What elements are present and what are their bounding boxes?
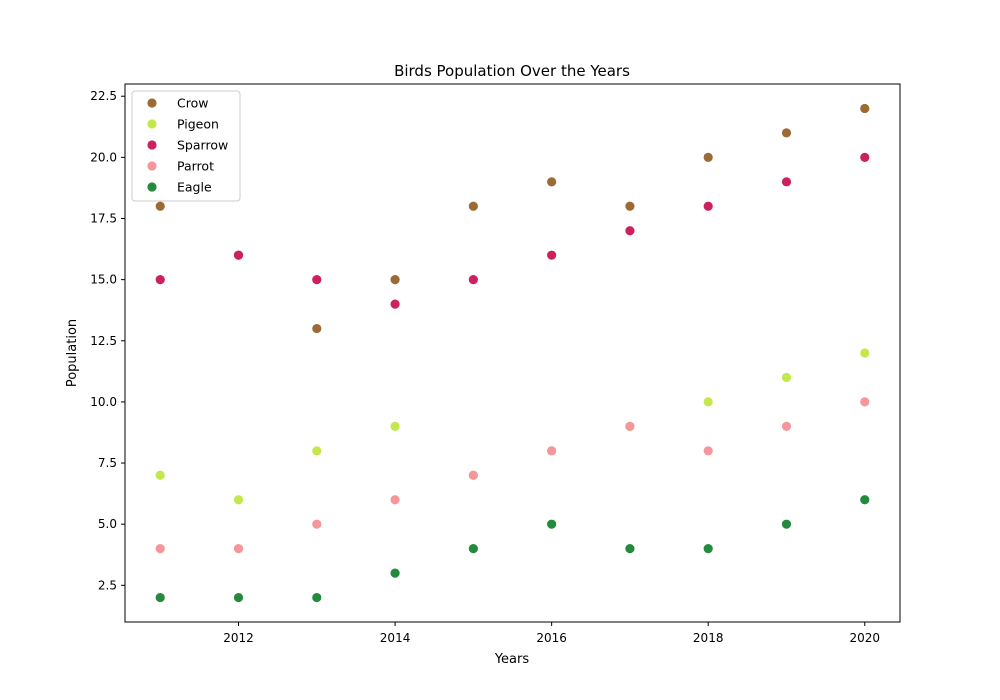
y-tick-label: 12.5 xyxy=(90,334,117,348)
data-point-sparrow xyxy=(703,201,713,211)
data-point-crow xyxy=(390,275,400,285)
y-tick-label: 20.0 xyxy=(90,150,117,164)
legend-marker-crow xyxy=(147,98,157,108)
x-tick-label: 2018 xyxy=(693,631,724,645)
data-point-parrot xyxy=(703,446,713,456)
data-point-crow xyxy=(860,103,870,114)
data-point-eagle xyxy=(468,544,478,554)
legend-marker-parrot xyxy=(147,161,157,171)
y-axis-label: Population xyxy=(65,319,80,387)
data-point-crow xyxy=(468,201,478,211)
data-point-eagle xyxy=(312,592,322,603)
data-point-pigeon xyxy=(860,348,870,358)
chart-title: Birds Population Over the Years xyxy=(394,62,630,80)
plot-area xyxy=(124,83,901,623)
x-tick-label: 2014 xyxy=(380,631,411,645)
data-point-sparrow xyxy=(860,152,870,162)
data-point-sparrow xyxy=(312,275,322,285)
data-point-parrot xyxy=(155,544,165,554)
data-point-crow xyxy=(703,152,713,162)
data-points xyxy=(155,103,870,603)
legend-label-parrot: Parrot xyxy=(177,159,214,174)
legend-marker-pigeon xyxy=(147,119,157,129)
data-point-eagle xyxy=(390,568,400,578)
series-parrot xyxy=(155,397,870,554)
data-point-sparrow xyxy=(781,177,792,187)
legend-box xyxy=(131,90,241,202)
data-point-crow xyxy=(625,201,635,211)
x-axis-ticks: 2012 2014 2016 2018 2020 xyxy=(223,622,880,645)
data-point-parrot xyxy=(468,470,478,480)
data-point-crow xyxy=(155,201,165,211)
y-tick-label: 15.0 xyxy=(90,273,117,287)
series-sparrow xyxy=(155,152,870,309)
data-point-pigeon xyxy=(781,372,792,383)
data-point-pigeon xyxy=(155,470,165,480)
data-point-eagle xyxy=(703,544,713,554)
series-pigeon xyxy=(155,348,870,505)
legend-label-sparrow: Sparrow xyxy=(177,138,228,153)
x-tick-label: 2020 xyxy=(849,631,880,645)
data-point-pigeon xyxy=(703,397,713,407)
data-point-parrot xyxy=(312,519,322,529)
data-point-crow xyxy=(547,177,557,187)
legend-label-crow: Crow xyxy=(177,96,208,111)
data-point-crow xyxy=(312,323,322,334)
series-crow xyxy=(155,103,870,334)
legend: Crow Pigeon Sparrow Parrot Eagle xyxy=(131,90,241,202)
legend-label-pigeon: Pigeon xyxy=(177,117,219,132)
data-point-sparrow xyxy=(547,250,557,260)
legend-label-eagle: Eagle xyxy=(177,180,212,195)
data-point-parrot xyxy=(233,544,244,554)
data-point-sparrow xyxy=(390,299,400,309)
data-point-sparrow xyxy=(155,275,165,285)
y-tick-label: 22.5 xyxy=(90,89,117,103)
y-tick-label: 5.0 xyxy=(98,517,117,531)
data-point-pigeon xyxy=(233,495,244,505)
data-point-eagle xyxy=(155,592,165,603)
data-point-eagle xyxy=(233,592,244,603)
y-tick-label: 17.5 xyxy=(90,212,117,226)
data-point-parrot xyxy=(781,421,792,431)
y-tick-label: 2.5 xyxy=(98,578,117,592)
data-point-pigeon xyxy=(312,446,322,456)
data-point-pigeon xyxy=(390,421,400,431)
x-tick-label: 2012 xyxy=(223,631,254,645)
data-point-eagle xyxy=(547,519,557,529)
legend-marker-eagle xyxy=(147,182,157,192)
x-tick-label: 2016 xyxy=(536,631,567,645)
legend-marker-sparrow xyxy=(147,140,157,150)
data-point-crow xyxy=(781,128,792,138)
y-tick-label: 7.5 xyxy=(98,456,117,470)
data-point-sparrow xyxy=(468,275,478,285)
y-axis-ticks: 2.5 5.0 7.5 10.0 12.5 15.0 17.5 20.0 22.5 xyxy=(90,89,125,592)
x-axis-label: Years xyxy=(494,652,530,667)
data-point-sparrow xyxy=(625,226,635,236)
y-tick-label: 10.0 xyxy=(90,395,117,409)
data-point-parrot xyxy=(625,421,635,431)
data-point-eagle xyxy=(860,495,870,505)
data-point-eagle xyxy=(625,544,635,554)
data-point-parrot xyxy=(860,397,870,407)
data-point-parrot xyxy=(547,446,557,456)
series-eagle xyxy=(155,495,870,603)
data-point-parrot xyxy=(390,495,400,505)
data-point-sparrow xyxy=(233,250,244,260)
data-point-eagle xyxy=(781,519,792,529)
